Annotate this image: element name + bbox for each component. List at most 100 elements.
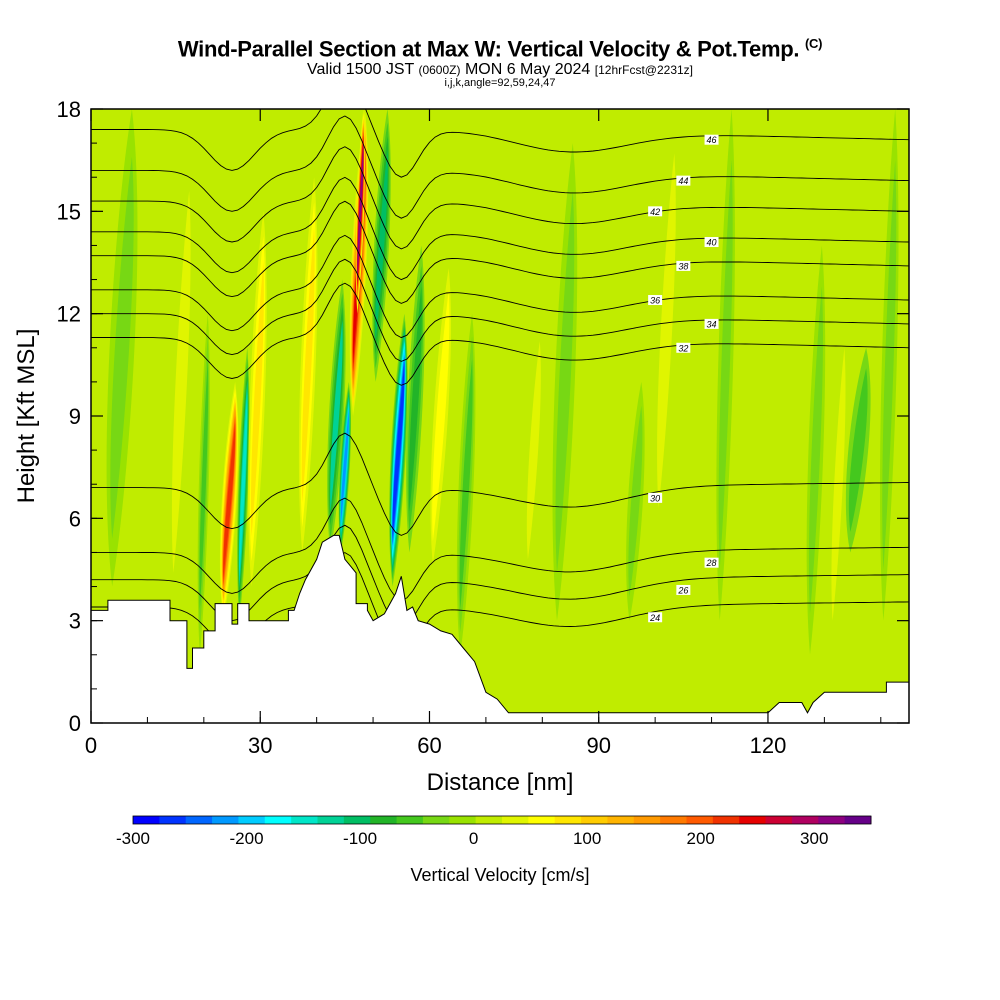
contour-label-bg: [648, 492, 663, 503]
velocity-band: [239, 391, 248, 578]
velocity-band: [657, 153, 676, 509]
colorbar-swatch: [739, 816, 767, 824]
contour-label-bg: [704, 318, 719, 329]
x-axis-label: Distance [nm]: [427, 769, 574, 796]
colorbar-swatch: [818, 816, 846, 824]
y-tick-label: 18: [57, 97, 81, 122]
theta-contour: [91, 497, 909, 601]
contour-label-bg: [704, 237, 719, 248]
colorbar-swatch: [185, 816, 213, 824]
chart-indices: i,j,k,angle=92,59,24,47: [444, 77, 556, 89]
colorbar-swatch: [660, 816, 687, 824]
theta-contour: [91, 282, 909, 386]
contour-label: 42: [650, 207, 660, 217]
colorbar-swatch: [633, 816, 661, 824]
y-axis-label: Height [Kft MSL]: [13, 329, 40, 504]
velocity-band: [432, 290, 450, 542]
contour-label-bg: [676, 342, 691, 353]
velocity-band: [340, 411, 349, 524]
y-tick-label: 3: [69, 609, 81, 634]
colorbar-label: Vertical Velocity [cm/s]: [410, 865, 589, 885]
colorbar-tick-label: -200: [230, 829, 264, 848]
colorbar-swatch: [212, 816, 239, 824]
contour-label-bg: [648, 612, 663, 623]
contour-label-bg: [676, 260, 691, 271]
subtitle-date: MON 6 May 2024: [464, 61, 591, 78]
velocity-band: [110, 156, 134, 539]
velocity-band: [831, 347, 846, 621]
theta-contour: [91, 200, 909, 304]
colorbar-swatch: [264, 816, 292, 824]
colorbar-swatch: [370, 816, 398, 824]
velocity-band: [526, 340, 541, 560]
theta-contour: [91, 109, 909, 178]
velocity-band: [882, 160, 897, 570]
velocity-band: [848, 368, 868, 532]
contour-label: 26: [677, 585, 688, 595]
theta-contour: [91, 234, 909, 339]
contour-label-bg: [648, 295, 663, 306]
velocity-band: [171, 190, 191, 573]
velocity-band: [392, 361, 405, 539]
colorbar-swatch: [554, 816, 582, 824]
title-main: Wind-Parallel Section at Max W: Vertical…: [177, 36, 800, 62]
colorbar-swatch: [502, 816, 529, 824]
contour-label-bg: [676, 175, 691, 186]
colorbar-swatch: [475, 816, 503, 824]
velocity-band: [555, 190, 575, 573]
colorbar-swatch: [291, 816, 318, 824]
y-tick-label: 15: [57, 199, 81, 224]
colorbar-swatch: [791, 816, 819, 824]
subtitle-forecast: [12hrFcst@2231z]: [594, 63, 694, 77]
x-tick-label: 0: [85, 733, 97, 758]
colorbar-swatch: [159, 816, 187, 824]
y-tick-label: 12: [57, 302, 81, 327]
velocity-band: [250, 261, 264, 537]
contour-label-bg: [648, 206, 663, 217]
colorbar-swatch: [765, 816, 793, 824]
x-tick-label: 90: [586, 733, 610, 758]
colorbar-swatch: [396, 816, 424, 824]
colorbar-swatch: [712, 816, 740, 824]
y-tick-label: 9: [69, 404, 81, 429]
colorbar-tick-label: 300: [800, 829, 828, 848]
colorbar-swatch: [449, 816, 477, 824]
velocity-band: [330, 320, 343, 512]
colorbar-swatch: [607, 816, 635, 824]
theta-contour: [91, 115, 909, 219]
colorbar-tick-label: 200: [687, 829, 715, 848]
colorbar-swatch: [343, 816, 371, 824]
contour-label-bg: [676, 584, 691, 595]
contour-label-bg: [704, 134, 719, 145]
theta-contour: [91, 432, 909, 536]
velocity-band: [357, 145, 364, 278]
contour-label: 40: [707, 238, 717, 248]
colorbar-swatch: [844, 816, 872, 824]
colorbar-swatch: [133, 816, 160, 824]
contour-label: 34: [707, 319, 717, 329]
subtitle-valid-z: (0600Z): [418, 63, 461, 77]
colorbar-tick-label: 0: [469, 829, 478, 848]
chart-subtitle: Valid 1500 JST (0600Z) MON 6 May 2024 [1…: [0, 61, 1000, 79]
contour-label: 32: [678, 343, 688, 353]
theta-contour: [91, 176, 909, 281]
y-tick-label: 0: [69, 711, 81, 736]
contour-label: 46: [707, 135, 717, 145]
colorbar-tick-label: -300: [116, 829, 150, 848]
colorbar-swatch: [238, 816, 266, 824]
colorbar-frame: [132, 815, 872, 825]
velocity-band: [223, 422, 236, 580]
subtitle-valid: Valid 1500 JST: [306, 61, 414, 78]
x-tick-label: 30: [248, 733, 272, 758]
velocity-band: [301, 227, 315, 503]
colorbar-swatch: [528, 816, 556, 824]
x-tick-label: 60: [417, 733, 441, 758]
colorbar-swatch: [317, 816, 345, 824]
velocity-band: [718, 160, 733, 570]
title-copyright: (C): [804, 36, 823, 51]
x-tick-label: 120: [750, 733, 787, 758]
contour-label: 28: [706, 558, 717, 568]
velocity-band: [628, 405, 643, 597]
